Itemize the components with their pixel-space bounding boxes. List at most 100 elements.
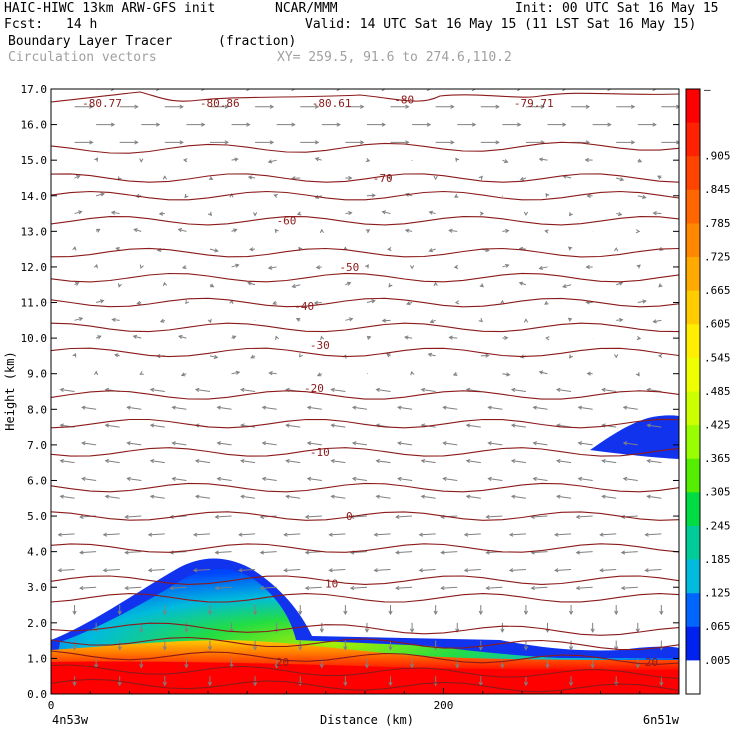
circulation-vector-head	[599, 532, 604, 537]
circulation-vector-head	[586, 193, 591, 198]
circulation-vector-head	[607, 89, 612, 92]
circulation-vector-head	[248, 247, 254, 252]
circulation-vector	[374, 533, 391, 536]
circulation-vector-head	[478, 646, 483, 651]
circulation-vector-head	[427, 352, 433, 357]
temperature-contour	[51, 322, 679, 333]
circulation-vector-head	[366, 335, 372, 340]
circulation-vector-head	[126, 405, 131, 410]
circulation-vector-head	[577, 405, 583, 410]
circulation-vector-head	[184, 664, 189, 669]
circulation-vector	[429, 211, 436, 215]
circulation-vector-head	[420, 387, 426, 392]
circulation-vector-head	[442, 476, 447, 481]
circulation-vector-head	[181, 265, 187, 270]
circulation-vector-head	[240, 387, 245, 392]
circulation-vector-head	[409, 664, 415, 669]
circulation-vector-head	[508, 532, 514, 537]
circulation-vector	[533, 406, 548, 410]
circulation-vector-head	[139, 664, 144, 669]
colorbar-swatch	[686, 660, 700, 695]
circulation-vector	[352, 406, 368, 410]
circulation-vector-head	[601, 387, 606, 392]
circulation-vector-head	[590, 664, 595, 669]
circulation-vector-head	[104, 458, 110, 464]
circulation-vector	[74, 317, 83, 321]
circulation-vector	[421, 495, 436, 499]
circulation-vector-head	[348, 317, 354, 322]
circulation-vector-head	[614, 353, 619, 359]
circulation-vector-head	[453, 264, 459, 269]
circulation-vector	[466, 424, 481, 428]
circulation-vector-head	[381, 122, 387, 127]
circulation-vector	[502, 373, 510, 376]
y-tick-label: 17.0	[21, 83, 48, 96]
y-tick-label: 2.0	[27, 617, 47, 630]
colorbar-label: .125	[704, 587, 731, 600]
temperature-contour	[51, 190, 679, 201]
circulation-vector-head	[575, 514, 581, 519]
y-tick-label: 10.0	[21, 332, 48, 345]
circulation-vector-head	[545, 336, 550, 341]
circulation-vector-head	[614, 681, 619, 687]
circulation-vector-head	[136, 300, 141, 305]
contour-label: -40	[294, 300, 314, 313]
circulation-vector-head	[365, 229, 371, 234]
circulation-vector-head	[149, 494, 155, 499]
circulation-vector-head	[261, 405, 267, 410]
circulation-vector	[284, 568, 301, 571]
circulation-vector-head	[387, 176, 392, 181]
temperature-contour	[51, 511, 679, 521]
circulation-vector-head	[269, 140, 275, 145]
circulation-vector-head	[519, 354, 525, 359]
circulation-vector	[600, 568, 617, 571]
circulation-vector-head	[618, 317, 624, 323]
circulation-vector-head	[530, 585, 535, 591]
circulation-vector	[248, 176, 256, 179]
circulation-vector	[576, 586, 593, 589]
circulation-vector-head	[544, 229, 549, 234]
circulation-vector-head	[471, 122, 477, 127]
circulation-vector-head	[544, 300, 549, 305]
circulation-vector-head	[72, 352, 77, 358]
circulation-vector	[82, 477, 97, 481]
circulation-vector	[134, 228, 142, 232]
circulation-vector-head	[291, 122, 296, 127]
colorbar-label: .845	[704, 183, 731, 196]
circulation-vector	[172, 477, 187, 481]
circulation-vector-head	[556, 458, 561, 464]
circulation-vector-head	[207, 681, 213, 687]
circulation-vector	[178, 228, 187, 232]
circulation-vector-head	[676, 104, 679, 109]
circulation-vector	[193, 568, 210, 571]
y-tick-label: 0.0	[27, 688, 47, 701]
y-tick-label: 5.0	[27, 510, 47, 523]
circulation-vector-head	[155, 89, 161, 92]
circulation-vector-head	[371, 299, 376, 304]
circulation-vector-head	[428, 210, 434, 215]
circulation-vector	[443, 477, 458, 481]
circulation-vector	[350, 586, 367, 589]
circulation-vector	[215, 551, 232, 554]
circulation-vector-head	[426, 122, 432, 127]
circulation-vector-head	[510, 423, 516, 428]
circulation-vector	[539, 158, 548, 161]
circulation-vector-head	[79, 550, 84, 555]
circulation-vector	[645, 533, 662, 536]
circulation-vector-head	[517, 89, 522, 92]
circulation-vector-head	[365, 158, 371, 163]
circulation-vector-head	[102, 532, 108, 537]
circulation-vector-head	[201, 122, 206, 127]
circulation-vector	[305, 586, 322, 589]
circulation-vector-head	[567, 317, 573, 322]
circulation-vector	[419, 568, 436, 571]
temperature-contour	[51, 650, 679, 665]
circulation-vector	[286, 424, 301, 428]
colorbar-swatch	[686, 122, 700, 157]
circulation-vector	[616, 177, 624, 181]
circulation-vector-head	[267, 159, 273, 164]
circulation-vector-head	[214, 550, 219, 555]
circulation-vector-head	[568, 610, 574, 616]
circulation-vector-head	[224, 104, 230, 109]
circulation-vector-head	[133, 228, 138, 233]
